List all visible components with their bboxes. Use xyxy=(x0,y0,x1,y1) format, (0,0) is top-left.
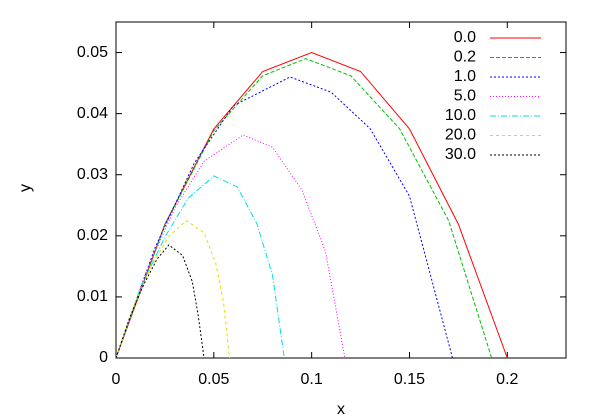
x-tick-label: 0.2 xyxy=(496,371,518,388)
y-tick-label: 0.04 xyxy=(77,105,108,122)
series-line xyxy=(115,76,454,359)
legend-label: 0.2 xyxy=(454,49,476,66)
series-line xyxy=(115,175,285,359)
y-tick-label: 0.05 xyxy=(77,44,108,61)
legend-label: 0.0 xyxy=(454,29,476,46)
legend-label: 1.0 xyxy=(454,68,476,85)
y-axis-label: y xyxy=(17,184,34,192)
x-tick-label: 0.05 xyxy=(198,371,229,388)
series-line xyxy=(115,219,230,359)
legend-label: 10.0 xyxy=(445,107,476,124)
series-line xyxy=(115,134,346,359)
legend-label: 5.0 xyxy=(454,88,476,105)
series-line xyxy=(115,58,493,359)
x-tick-label: 0.1 xyxy=(301,371,323,388)
x-axis-label: x xyxy=(337,401,345,418)
y-tick-label: 0.02 xyxy=(77,227,108,244)
y-tick-label: 0.01 xyxy=(77,288,108,305)
plot-frame xyxy=(115,21,567,359)
x-tick-label: 0 xyxy=(112,371,121,388)
legend-label: 30.0 xyxy=(445,146,476,163)
legend-label: 20.0 xyxy=(445,127,476,144)
x-tick-label: 0.15 xyxy=(394,371,425,388)
y-tick-label: 0 xyxy=(99,349,108,366)
series-line xyxy=(115,244,205,359)
series-line xyxy=(115,52,508,359)
y-tick-label: 0.03 xyxy=(77,166,108,183)
